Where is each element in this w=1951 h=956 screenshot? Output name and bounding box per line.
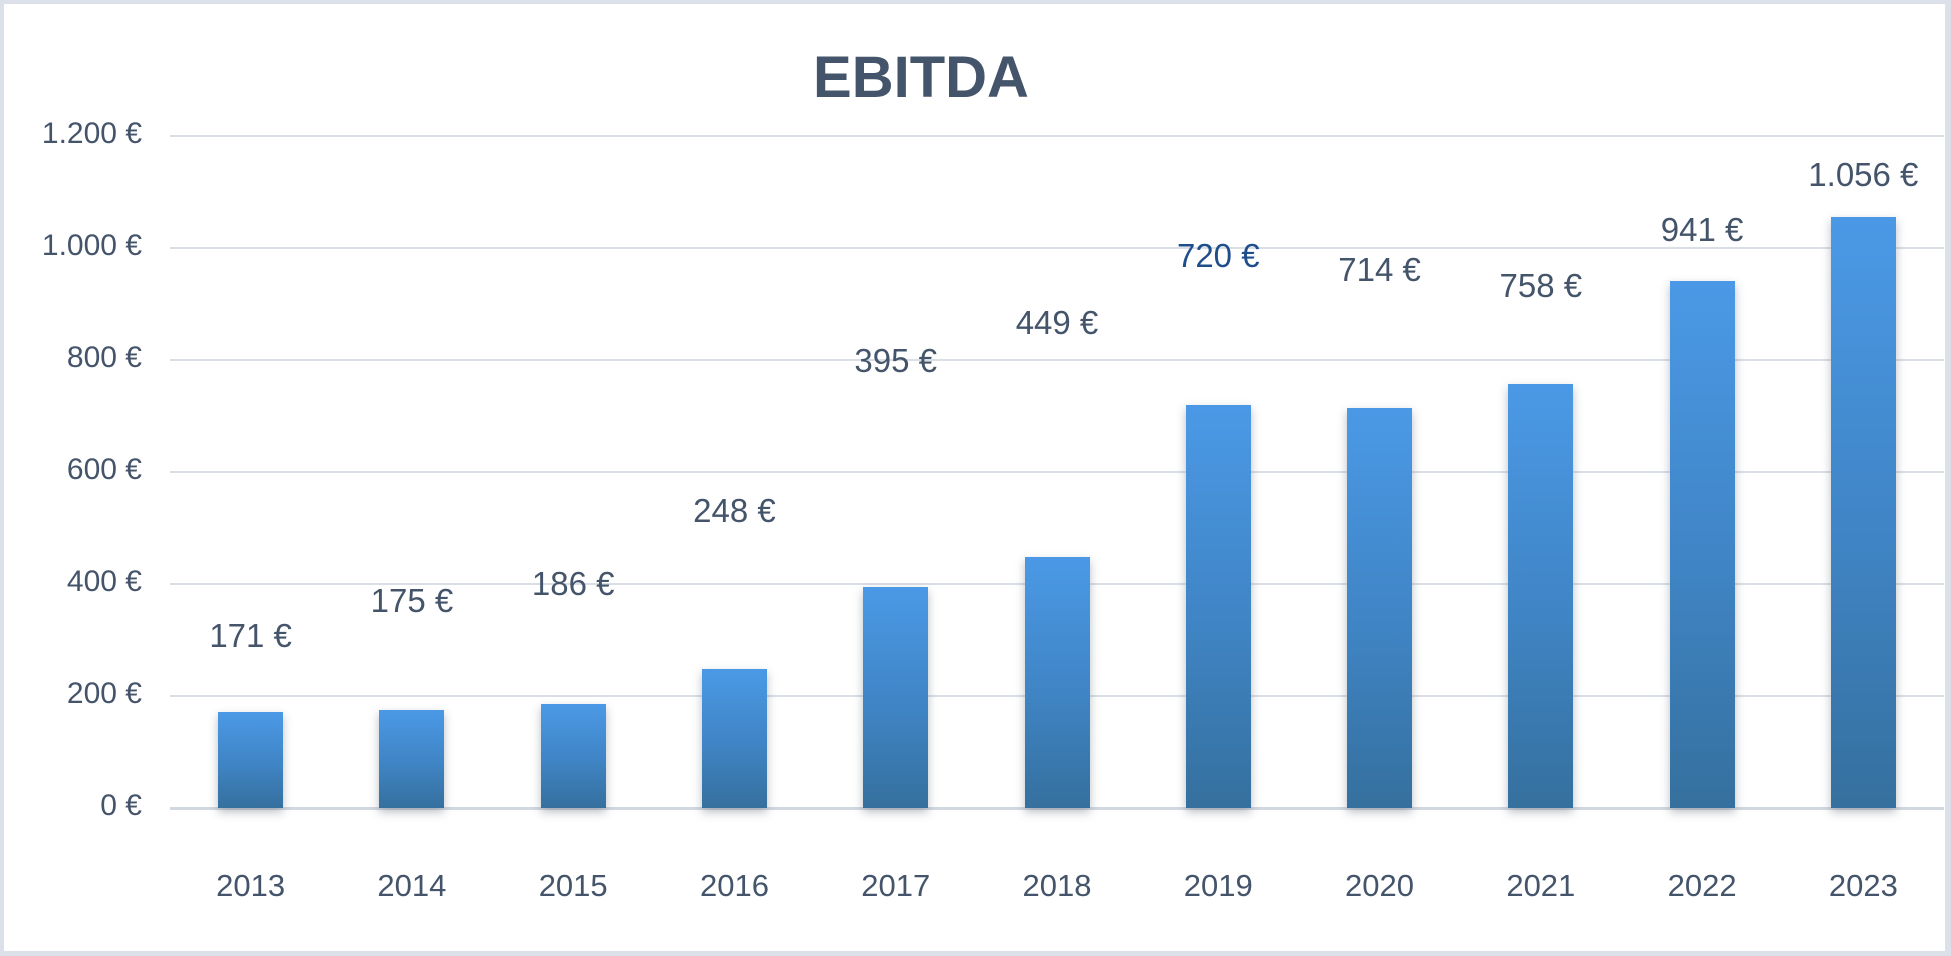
gridline-0 bbox=[170, 807, 1944, 810]
x-axis-label-2019: 2019 bbox=[1183, 868, 1253, 903]
data-label-2014: 175 € bbox=[370, 582, 454, 619]
bar-2014 bbox=[379, 710, 445, 808]
data-label-2017: 395 € bbox=[854, 342, 938, 379]
data-label-2021: 758 € bbox=[1499, 267, 1583, 304]
chart-title: EBITDA bbox=[813, 45, 1029, 110]
x-axis-label-2015: 2015 bbox=[538, 868, 608, 903]
x-axis-label-2020: 2020 bbox=[1345, 868, 1415, 903]
x-axis-label-2023: 2023 bbox=[1828, 868, 1898, 903]
x-axis-label-2022: 2022 bbox=[1667, 868, 1737, 903]
y-axis-label-1000: 1.000 € bbox=[41, 229, 142, 262]
x-axis-label-2017: 2017 bbox=[861, 868, 931, 903]
bar-2018 bbox=[1024, 556, 1090, 808]
y-axis-label-200: 200 € bbox=[66, 677, 142, 710]
x-axis-label-2016: 2016 bbox=[699, 868, 769, 903]
x-axis-label-2014: 2014 bbox=[377, 868, 447, 903]
y-axis-label-800: 800 € bbox=[66, 341, 142, 374]
bar-2020 bbox=[1347, 408, 1413, 808]
x-axis-label-2018: 2018 bbox=[1022, 868, 1092, 903]
data-label-2022: 941 € bbox=[1660, 211, 1744, 248]
bar-2017 bbox=[863, 586, 929, 808]
data-label-2018: 449 € bbox=[1015, 304, 1099, 341]
bar-2015 bbox=[540, 703, 606, 808]
bar-2021 bbox=[1508, 383, 1574, 808]
data-label-2023: 1.056 € bbox=[1808, 156, 1919, 193]
gridline-1200 bbox=[170, 135, 1944, 137]
y-axis-label-400: 400 € bbox=[66, 565, 142, 598]
gridline-1000 bbox=[170, 247, 1944, 249]
data-label-2019: 720 € bbox=[1176, 237, 1260, 274]
data-label-2020: 714 € bbox=[1338, 251, 1421, 288]
bar-2023 bbox=[1830, 216, 1896, 808]
gridline-800 bbox=[170, 359, 1944, 361]
bar-2022 bbox=[1669, 281, 1735, 808]
bar-2013 bbox=[218, 712, 284, 808]
chart-card: EBITDA 1.200 € 1.000 € 800 € 600 € 400 € 200 … bbox=[4, 4, 1945, 951]
bar-2019 bbox=[1185, 404, 1251, 808]
data-label-2013: 171 € bbox=[209, 617, 292, 654]
y-axis-label-1200: 1.200 € bbox=[41, 117, 142, 150]
y-axis-label-600: 600 € bbox=[66, 453, 142, 486]
data-label-2016: 248 € bbox=[693, 492, 776, 529]
bar-2016 bbox=[701, 669, 767, 808]
data-label-2015: 186 € bbox=[531, 565, 615, 602]
y-axis-label-0: 0 € bbox=[100, 789, 142, 822]
x-axis-label-2021: 2021 bbox=[1506, 868, 1576, 903]
x-axis-label-2013: 2013 bbox=[216, 868, 286, 903]
gridline-600 bbox=[170, 471, 1944, 473]
